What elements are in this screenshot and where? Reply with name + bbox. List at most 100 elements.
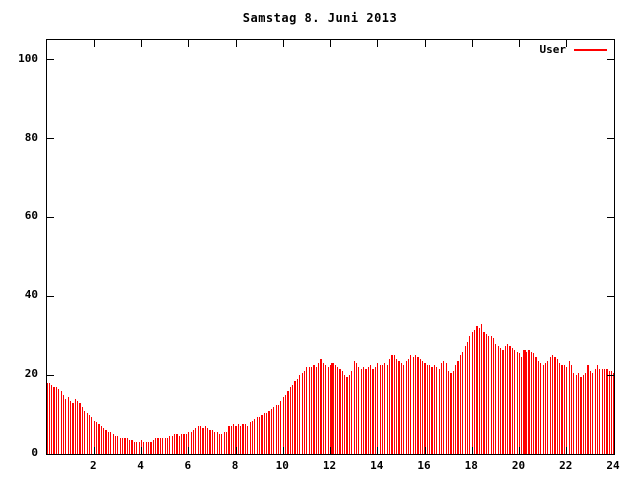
bar (240, 426, 242, 454)
y-tick (47, 216, 54, 218)
bar (263, 412, 265, 454)
x-tick (424, 447, 426, 454)
bar (181, 434, 183, 454)
bar (209, 430, 211, 454)
bar (438, 369, 440, 454)
bar (159, 438, 161, 454)
x-tick (566, 447, 568, 454)
bar (547, 361, 549, 454)
bar (353, 361, 355, 454)
x-tick (613, 447, 615, 454)
bar (62, 394, 65, 454)
bar (592, 373, 594, 454)
bar (254, 418, 256, 454)
bar (521, 357, 523, 454)
bar (251, 420, 254, 454)
bar (608, 371, 610, 454)
bar (289, 386, 291, 454)
bar (497, 345, 499, 454)
bar (48, 383, 50, 454)
bar (440, 363, 443, 454)
bar (107, 432, 109, 454)
bar (93, 420, 95, 454)
bar (58, 388, 60, 454)
bar (192, 430, 195, 454)
bar (164, 438, 166, 454)
bar (611, 371, 613, 454)
x-tick-mirror (188, 40, 190, 47)
bar (103, 428, 105, 454)
bar (143, 442, 145, 454)
bar (136, 442, 138, 454)
bar (129, 440, 131, 454)
bar (549, 357, 551, 454)
bar (81, 406, 84, 454)
bar (114, 436, 117, 454)
bar (348, 375, 350, 454)
bar (306, 367, 308, 454)
bar (112, 434, 114, 454)
bar (466, 341, 469, 454)
bar (566, 367, 568, 454)
bar (424, 363, 426, 454)
bar (197, 426, 199, 454)
bar (554, 357, 556, 454)
bar (131, 440, 133, 454)
y-tick-label: 20 (24, 367, 38, 381)
bar (273, 406, 275, 454)
bar (266, 412, 268, 454)
bar (55, 386, 58, 454)
x-tick-mirror (519, 40, 520, 47)
bar (100, 426, 102, 454)
y-tick (47, 374, 54, 376)
x-tick-mirror (566, 40, 568, 47)
bar (410, 355, 412, 454)
bar (268, 410, 270, 454)
bar (166, 438, 169, 454)
bar (412, 357, 414, 454)
bar (540, 363, 542, 454)
bar (282, 396, 284, 454)
bar (398, 361, 400, 454)
x-tick (330, 447, 331, 454)
bar (322, 363, 324, 454)
bar (580, 377, 582, 454)
y-tick-label: 0 (31, 446, 38, 459)
bar (228, 426, 230, 454)
bar (528, 349, 530, 454)
plot-area: User (46, 39, 615, 455)
chart-title: Samstag 8. Juni 2013 (242, 11, 398, 25)
y-tick-mirror (607, 216, 614, 218)
bar (362, 367, 365, 454)
bar (185, 434, 187, 454)
bar (86, 412, 88, 454)
bar (500, 347, 502, 454)
x-tick-mirror (282, 40, 284, 47)
x-tick (519, 447, 520, 454)
bar (474, 329, 476, 454)
y-tick-mirror (607, 374, 614, 376)
bar (388, 359, 391, 454)
bar (360, 369, 362, 454)
bar (481, 323, 483, 454)
bar (594, 369, 596, 454)
bar (514, 349, 516, 454)
bar (533, 353, 535, 454)
legend-line-sample (574, 49, 607, 51)
bar (157, 438, 159, 454)
bar (162, 438, 164, 454)
bar (530, 351, 532, 454)
bar (325, 365, 327, 454)
bar (331, 363, 335, 454)
x-tick-mirror (471, 40, 473, 47)
bar (155, 438, 157, 454)
bar (556, 359, 558, 454)
bar (601, 369, 603, 454)
bar (575, 375, 577, 454)
x-tick-label: 4 (137, 459, 144, 472)
bar (381, 365, 384, 454)
bar (233, 424, 235, 454)
bar (270, 408, 273, 454)
bar (433, 365, 436, 454)
x-tick-label: 20 (511, 459, 526, 472)
